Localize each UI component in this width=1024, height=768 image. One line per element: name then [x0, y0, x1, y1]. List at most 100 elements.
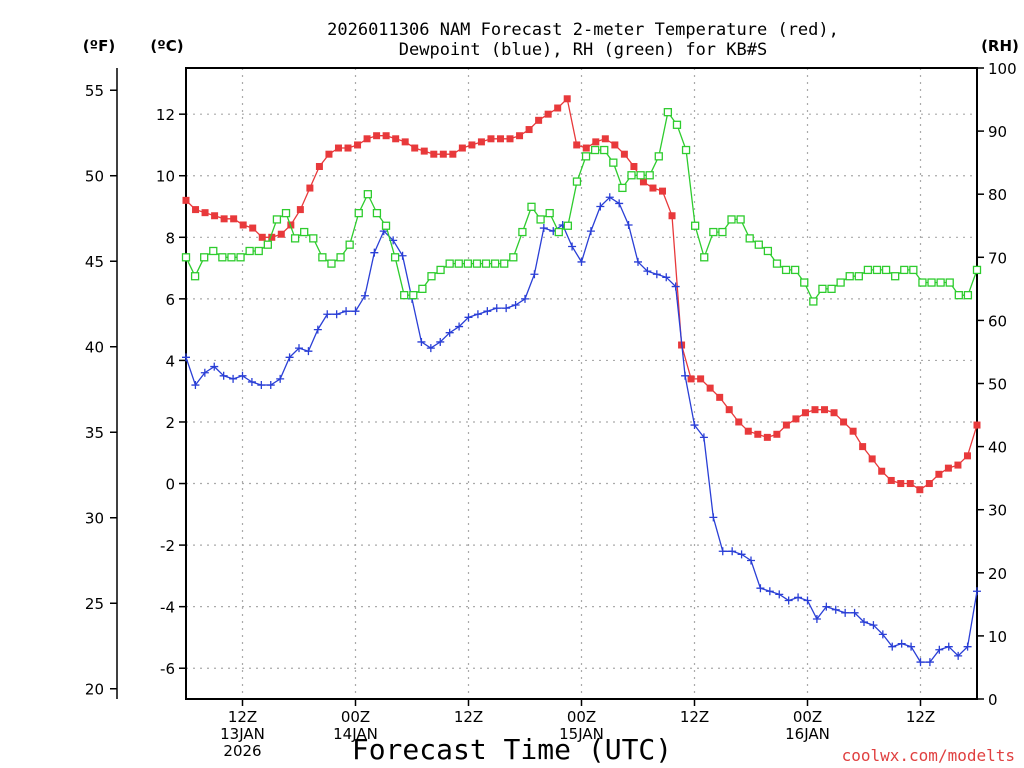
rh-point: [709, 227, 718, 237]
rh-point: [190, 272, 200, 281]
celsius-tick-label: 0: [165, 476, 175, 494]
title: 2026011306 NAM Forecast 2-meter Temperat…: [327, 20, 839, 60]
rh-tick-label: 10: [988, 628, 1007, 646]
dewpoint-point: [200, 368, 209, 377]
temperature-point: [401, 138, 409, 146]
temperature-point: [201, 209, 209, 217]
rh-point: [263, 240, 272, 249]
celsius-axis: -6 -4 -2 0 2 4 6 8 10 12: [156, 106, 186, 678]
fahrenheit-tick-label: 30: [85, 510, 104, 528]
rh-point: [354, 208, 363, 218]
series-temperature: [182, 95, 981, 494]
dewpoint-line: [185, 196, 978, 663]
rh-tick-label: 70: [988, 249, 1007, 267]
temperature-point: [754, 430, 762, 438]
x-tick-label: 2026: [223, 742, 261, 760]
rh-point: [381, 221, 391, 230]
dewpoint-point: [360, 291, 369, 300]
rh-tick-label: 60: [988, 312, 1007, 330]
temperature-point: [344, 144, 352, 152]
dewpoint-point: [483, 307, 492, 316]
rh-point: [518, 227, 527, 237]
dewpoint-point: [784, 596, 793, 605]
dewpoint-point: [737, 550, 746, 559]
rh-point: [572, 177, 582, 186]
temperature-point: [535, 116, 543, 124]
rh-tick-label: 80: [988, 186, 1007, 204]
x-tick-label: 13JAN: [220, 725, 265, 743]
rh-point: [254, 246, 263, 256]
unit-label-fahrenheit: (ºF): [83, 37, 115, 55]
temperature-point: [230, 215, 238, 223]
rh-point: [663, 108, 673, 117]
x-tick-label: 16JAN: [785, 725, 830, 743]
dewpoint-point: [925, 658, 934, 667]
temperature-point: [830, 409, 838, 417]
dewpoint-point: [285, 353, 294, 362]
temperature-point: [744, 427, 752, 435]
rh-point: [609, 158, 618, 167]
temperature-point: [840, 418, 848, 426]
dewpoint-point: [897, 639, 906, 648]
rh-point: [600, 145, 609, 155]
dewpoint-point: [323, 310, 332, 319]
fahrenheit-tick-label: 55: [85, 82, 104, 100]
x-axis-label: Forecast Time (UTC): [352, 733, 672, 766]
dewpoint-point: [492, 304, 501, 313]
rh-point: [209, 246, 218, 256]
fahrenheit-tick-label: 20: [85, 681, 104, 699]
rh-point: [781, 265, 791, 275]
temperature-point: [354, 141, 362, 149]
temperature-point: [811, 406, 819, 414]
dewpoint-point: [539, 224, 548, 233]
rh-point: [690, 221, 700, 230]
rh-point: [181, 253, 191, 262]
rh-point: [472, 259, 482, 268]
dewpoint-point: [455, 322, 464, 331]
rh-point: [827, 284, 836, 294]
temperature-point: [906, 480, 914, 488]
dewpoint-point: [916, 658, 925, 667]
rh-point: [818, 284, 827, 294]
temperature-point: [477, 138, 485, 146]
rh-point: [945, 278, 954, 287]
rh-point: [618, 183, 627, 193]
rh-point: [645, 171, 654, 180]
rh-tick-label: 0: [988, 691, 998, 709]
temperature-point: [334, 144, 342, 152]
temperature-point: [887, 476, 895, 484]
temperature-point: [935, 470, 943, 478]
temperature-point: [963, 452, 971, 460]
temperature-point: [363, 135, 371, 143]
dewpoint-point: [210, 362, 219, 371]
grid: [186, 68, 977, 699]
temperature-point: [468, 141, 476, 149]
rh-line: [185, 110, 978, 303]
dewpoint-point: [426, 344, 435, 353]
dewpoint-point: [803, 596, 812, 605]
dewpoint-point: [643, 267, 652, 276]
x-tick-label: 00Z: [341, 708, 370, 726]
rh-point: [809, 297, 818, 306]
temperature-point: [897, 480, 905, 488]
dewpoint-point: [445, 328, 454, 337]
x-tick-label: 14JAN: [333, 725, 378, 743]
dewpoint-point: [963, 642, 972, 651]
rh-point: [436, 265, 445, 275]
rh-point: [836, 278, 845, 287]
rh-point: [418, 284, 427, 294]
temperature-point: [392, 135, 400, 143]
fahrenheit-tick-label: 40: [85, 339, 104, 357]
dewpoint-point: [756, 584, 765, 593]
rh-tick-label: 50: [988, 376, 1007, 394]
celsius-tick-label: 4: [165, 352, 175, 370]
rh-point: [536, 215, 545, 224]
rh-axis: 0 10 20 30 40 50 60 70 80 90 100: [977, 60, 1017, 709]
celsius-tick-label: 6: [165, 291, 175, 309]
rh-point: [545, 208, 554, 218]
dewpoint-point: [521, 294, 529, 303]
dewpoint-point: [822, 602, 831, 611]
temperature-point: [554, 104, 562, 112]
x-tick-label: 15JAN: [559, 725, 604, 743]
